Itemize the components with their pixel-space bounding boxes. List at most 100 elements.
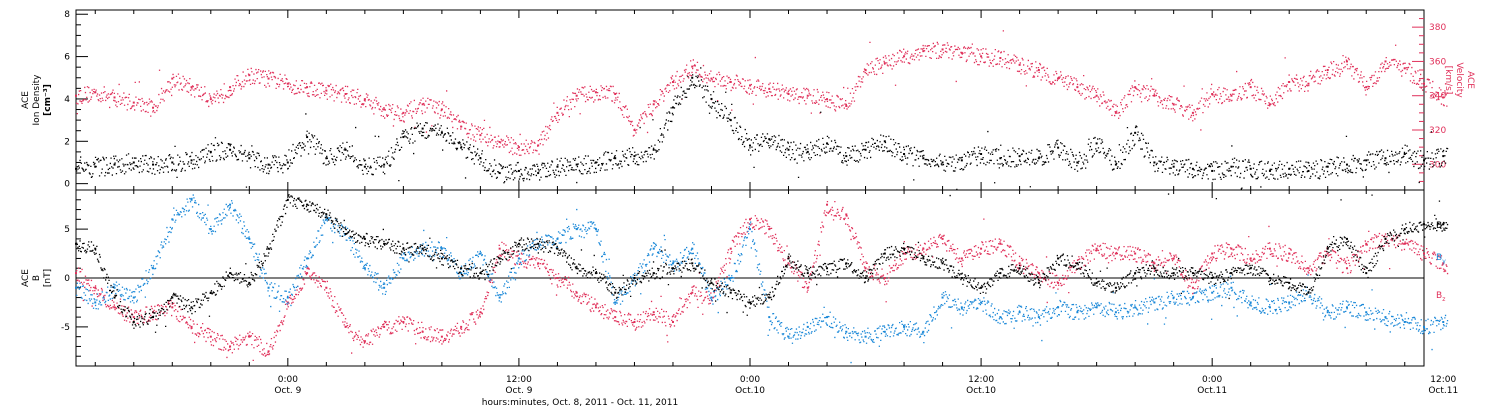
data-point [1114, 252, 1117, 255]
data-point [556, 237, 559, 240]
x-tick-time: 12:00 [1430, 375, 1456, 385]
data-point [1345, 163, 1348, 166]
x-tick-time: 0:00 [1202, 375, 1222, 385]
data-point [903, 153, 906, 155]
data-point [152, 106, 155, 109]
data-point [691, 65, 694, 68]
data-point [267, 163, 270, 166]
data-point [1095, 94, 1098, 97]
data-point [1384, 157, 1387, 160]
data-point [1076, 311, 1079, 314]
data-point [864, 148, 867, 151]
data-point [171, 161, 174, 164]
data-point [883, 330, 886, 333]
data-point [1307, 169, 1310, 172]
data-point [1345, 306, 1348, 309]
data-point [325, 157, 328, 160]
legend-entry-sub: y [1442, 258, 1446, 265]
data-point [1230, 165, 1233, 168]
data-point [960, 159, 963, 162]
legend-entry-sub: x [1442, 226, 1446, 233]
data-point [1037, 316, 1040, 319]
data-point [421, 103, 424, 106]
data-point [1230, 286, 1233, 289]
x-tick-date: Oct.10 [966, 386, 996, 396]
data-point [710, 296, 713, 299]
data-point [1442, 262, 1445, 265]
data-point [1134, 272, 1137, 275]
data-point [826, 267, 829, 270]
b-axis-title-line: [nT] [43, 269, 53, 287]
data-point [671, 321, 674, 323]
data-point [806, 272, 809, 275]
data-point [440, 108, 443, 111]
data-point [479, 311, 482, 314]
data-point [1191, 286, 1194, 289]
data-point [691, 247, 694, 250]
data-point [383, 242, 386, 245]
data-point [75, 286, 77, 289]
data-point [1037, 281, 1040, 284]
legend-entry-base: B [1436, 253, 1442, 263]
data-point [864, 277, 867, 279]
data-point [1365, 272, 1368, 275]
data-point [941, 48, 944, 51]
data-point [306, 203, 309, 206]
data-point [903, 55, 906, 58]
data-point [960, 51, 963, 54]
data-point [768, 316, 771, 319]
data-point [440, 257, 443, 260]
data-point [575, 291, 578, 294]
data-point [999, 272, 1002, 275]
data-point [575, 94, 578, 97]
right-axis-tick-label: 380 [1429, 23, 1446, 33]
data-point [1153, 94, 1156, 97]
data-point [806, 286, 809, 289]
data-point [633, 155, 636, 158]
data-point [171, 296, 174, 299]
left-axis-title: ACEIon Density[cm⁻³] [21, 74, 53, 126]
data-point [1249, 257, 1252, 260]
data-point [460, 272, 463, 275]
data-point [132, 101, 135, 104]
data-point [75, 272, 77, 275]
data-point [710, 97, 713, 100]
data-point [826, 142, 829, 145]
data-point [190, 306, 193, 309]
x-tick-time: 12:00 [968, 375, 994, 385]
top-plot-frame [75, 9, 1425, 191]
data-point [113, 163, 116, 166]
right-axis-title-line: [km/s] [1443, 66, 1453, 95]
data-point [1057, 306, 1060, 309]
data-point [1076, 262, 1079, 265]
data-point [1114, 111, 1117, 114]
data-point [1057, 281, 1060, 284]
data-point [248, 335, 251, 338]
series-trace [76, 194, 1449, 333]
data-point [749, 228, 751, 231]
series-bx [75, 194, 1449, 333]
data-point [845, 105, 848, 107]
data-point [594, 272, 597, 275]
data-point [749, 144, 751, 147]
data-point [171, 306, 174, 309]
data-point [1326, 252, 1329, 255]
data-point [1423, 325, 1425, 328]
data-point [556, 277, 559, 279]
data-point [710, 77, 713, 80]
data-point [1268, 306, 1271, 309]
data-point [806, 94, 809, 97]
data-point [517, 242, 520, 245]
data-point [152, 163, 155, 166]
data-point [1365, 86, 1368, 89]
data-point [768, 87, 771, 90]
data-point [363, 267, 366, 270]
data-point [1095, 142, 1098, 145]
data-point [575, 228, 578, 231]
data-point [1018, 267, 1021, 270]
data-point [749, 84, 751, 87]
data-point [691, 76, 694, 79]
b-axis-title: ACEB[nT] [21, 269, 53, 287]
data-point [594, 306, 597, 309]
